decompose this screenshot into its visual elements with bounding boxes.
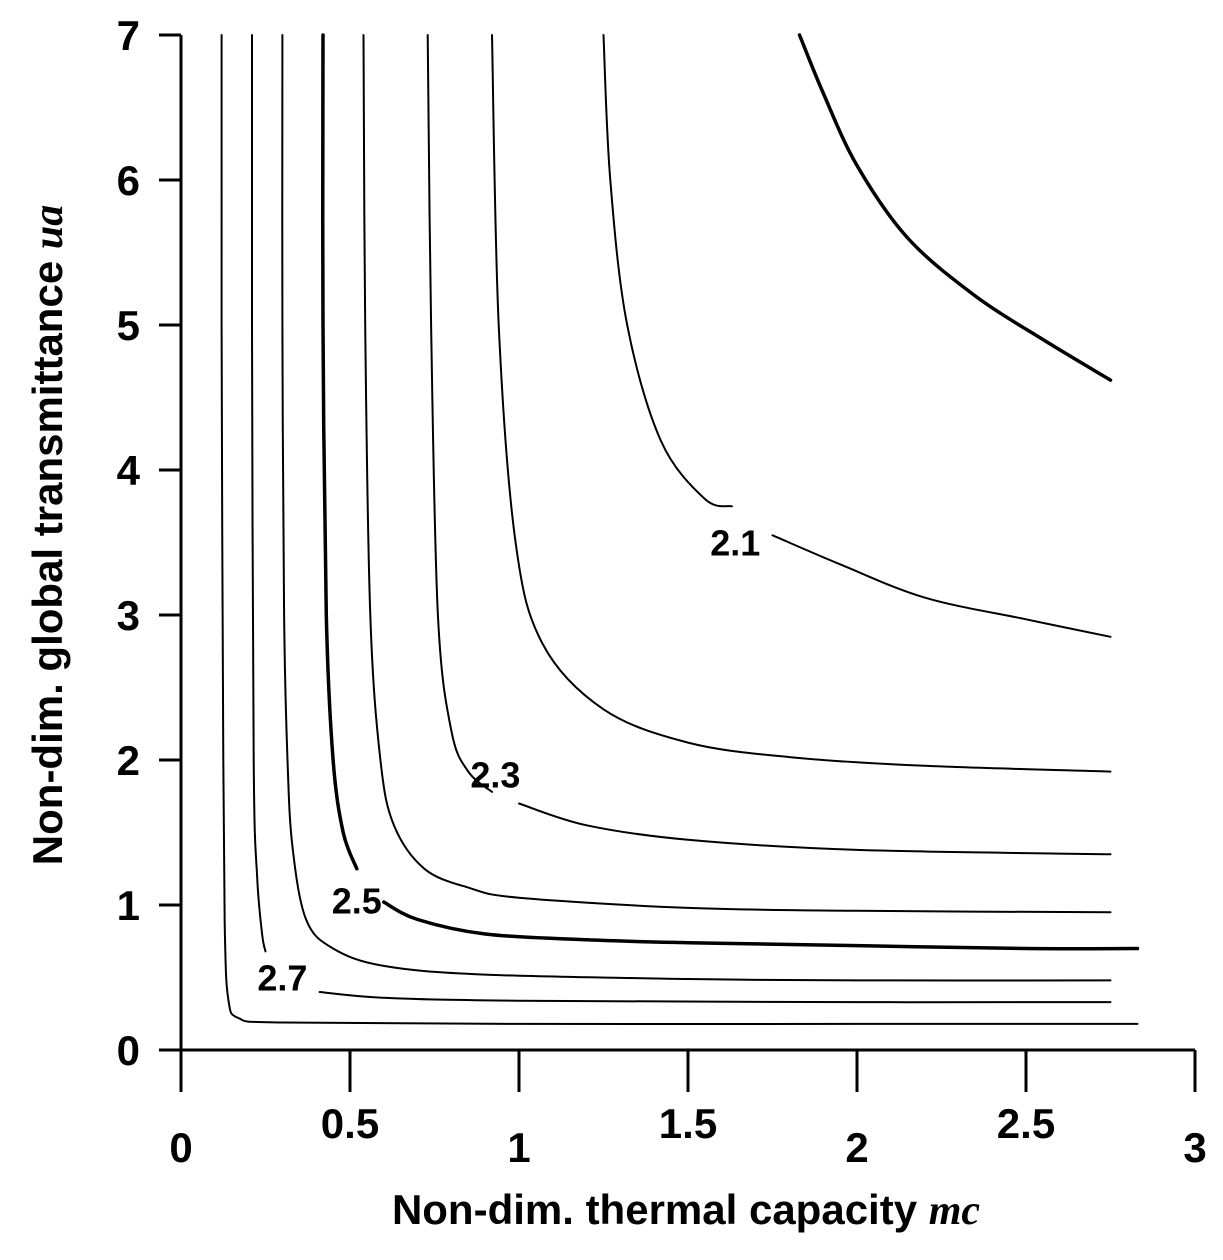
- y-tick-label: 6: [117, 157, 140, 204]
- x-axis-title: Non-dim. thermal capacity mc: [392, 1186, 980, 1234]
- y-tick-label: 4: [117, 447, 141, 494]
- contour-1-line: [220, 34, 1139, 1025]
- contour-2-line: [250, 34, 267, 953]
- y-axis-title-variable: ua: [26, 205, 72, 249]
- contour-labels: 2.1 2.3 2.5 2.7: [257, 523, 760, 999]
- x-tick-label: 0.5: [321, 1100, 379, 1147]
- contour-lines: [220, 33, 1140, 1025]
- contour-value-label: 2.1: [710, 523, 760, 564]
- contour-2-line: [318, 991, 1112, 1004]
- contour-value-label: 2.5: [332, 881, 382, 922]
- x-axis-title-variable: mc: [929, 1188, 981, 1234]
- contour-4-line: [320, 33, 359, 871]
- contour-3-line: [281, 34, 1112, 982]
- tick-labels: 0 0.5 1 1.5 2 2.5 3 0 1 2 3 4 5 6 7: [117, 12, 1207, 1171]
- y-tick-label: 5: [117, 302, 140, 349]
- axis-titles: Non-dim. thermal capacity mc Non-dim. gl…: [24, 205, 980, 1234]
- y-tick-label: 7: [117, 12, 140, 59]
- contour-4-line: [382, 900, 1140, 951]
- y-axis-title: Non-dim. global transmittance ua: [24, 205, 72, 865]
- contour-8-line: [602, 34, 733, 508]
- contour-8-line: [771, 534, 1112, 638]
- y-tick-label: 2: [117, 737, 140, 784]
- contour-9-line: [797, 33, 1113, 382]
- contour-5-line: [362, 34, 1112, 914]
- x-tick-label: 2: [845, 1124, 868, 1171]
- x-tick-label: 1: [507, 1124, 530, 1171]
- x-tick-label: 1.5: [659, 1100, 717, 1147]
- x-axis-title-text: Non-dim. thermal capacity: [392, 1186, 929, 1233]
- y-tick-label: 1: [117, 882, 140, 929]
- x-tick-label: 3: [1183, 1124, 1206, 1171]
- contour-6-line: [426, 34, 493, 793]
- x-tick-label: 0: [169, 1124, 192, 1171]
- y-tick-label: 0: [117, 1027, 140, 1074]
- axes: [159, 33, 1197, 1092]
- x-tick-label: 2.5: [997, 1100, 1055, 1147]
- contour-value-label: 2.3: [470, 755, 520, 796]
- contour-value-label: 2.7: [257, 958, 307, 999]
- y-axis-title-text: Non-dim. global transmittance: [24, 249, 71, 865]
- contour-7-line: [491, 34, 1112, 773]
- contour-6-line: [518, 802, 1112, 856]
- y-tick-label: 3: [117, 592, 140, 639]
